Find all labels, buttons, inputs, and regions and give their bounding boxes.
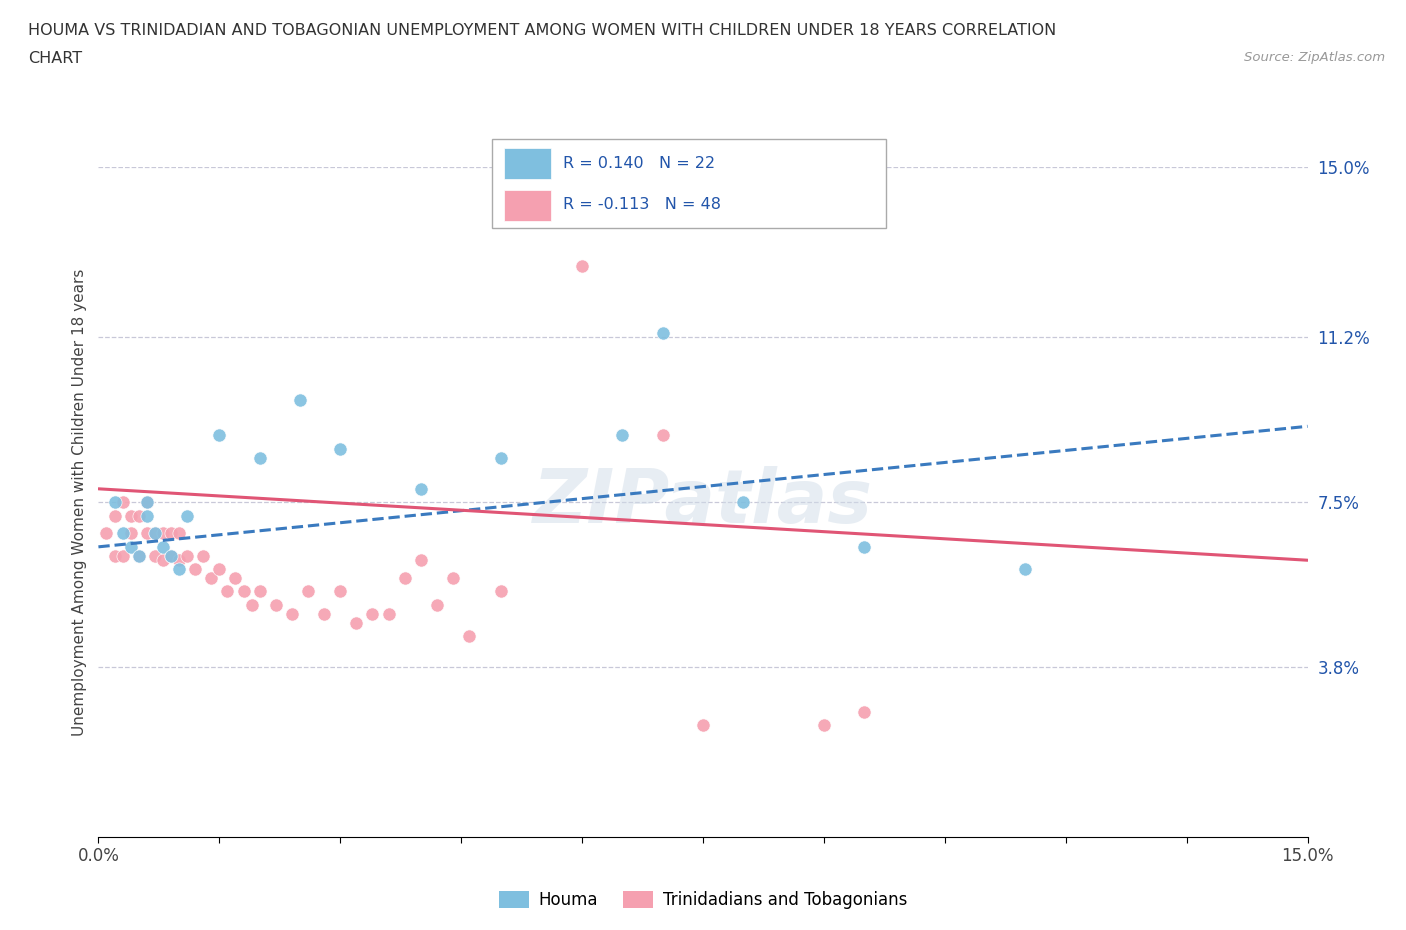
Point bbox=[853, 539, 876, 554]
Point bbox=[651, 326, 673, 340]
Legend: Houma, Trinidadians and Tobagonians: Houma, Trinidadians and Tobagonians bbox=[492, 884, 914, 916]
Point bbox=[208, 428, 231, 443]
Point bbox=[491, 584, 513, 599]
Point bbox=[120, 526, 142, 541]
Point bbox=[176, 508, 198, 523]
Point bbox=[128, 508, 150, 523]
Point bbox=[651, 428, 673, 443]
Point bbox=[111, 549, 134, 564]
Point bbox=[111, 495, 134, 510]
Point bbox=[103, 495, 125, 510]
Text: Source: ZipAtlas.com: Source: ZipAtlas.com bbox=[1244, 51, 1385, 64]
Point bbox=[167, 562, 190, 577]
Point bbox=[160, 549, 183, 564]
Point bbox=[152, 552, 174, 567]
Point bbox=[853, 705, 876, 720]
Point bbox=[692, 718, 714, 733]
Point bbox=[288, 392, 311, 407]
Point bbox=[329, 441, 352, 456]
Point bbox=[232, 584, 254, 599]
Point bbox=[103, 549, 125, 564]
Text: R = -0.113   N = 48: R = -0.113 N = 48 bbox=[562, 197, 721, 212]
Point bbox=[240, 597, 263, 612]
Point bbox=[143, 526, 166, 541]
FancyBboxPatch shape bbox=[503, 190, 551, 220]
Point bbox=[297, 584, 319, 599]
Y-axis label: Unemployment Among Women with Children Under 18 years: Unemployment Among Women with Children U… bbox=[72, 269, 87, 736]
Point bbox=[426, 597, 449, 612]
Point bbox=[733, 495, 755, 510]
Point bbox=[217, 584, 239, 599]
Point bbox=[128, 549, 150, 564]
Text: R = 0.140   N = 22: R = 0.140 N = 22 bbox=[562, 156, 716, 171]
Text: HOUMA VS TRINIDADIAN AND TOBAGONIAN UNEMPLOYMENT AMONG WOMEN WITH CHILDREN UNDER: HOUMA VS TRINIDADIAN AND TOBAGONIAN UNEM… bbox=[28, 23, 1056, 38]
Point bbox=[249, 584, 271, 599]
Point bbox=[612, 428, 634, 443]
Point bbox=[160, 526, 183, 541]
Point bbox=[152, 526, 174, 541]
Point bbox=[176, 549, 198, 564]
Point bbox=[377, 606, 399, 621]
Point bbox=[135, 508, 157, 523]
Point bbox=[184, 562, 207, 577]
Point bbox=[491, 450, 513, 465]
Point bbox=[167, 552, 190, 567]
Point bbox=[193, 549, 215, 564]
Point bbox=[143, 549, 166, 564]
Point bbox=[120, 539, 142, 554]
Point bbox=[96, 526, 118, 541]
Point bbox=[160, 549, 183, 564]
Point bbox=[111, 526, 134, 541]
Point bbox=[409, 552, 432, 567]
Point bbox=[249, 450, 271, 465]
Point bbox=[135, 526, 157, 541]
Point bbox=[120, 508, 142, 523]
Point bbox=[224, 571, 246, 586]
Point bbox=[813, 718, 835, 733]
Point bbox=[458, 629, 481, 644]
Point bbox=[264, 597, 287, 612]
Text: ZIPatlas: ZIPatlas bbox=[533, 466, 873, 538]
Point bbox=[128, 549, 150, 564]
Point bbox=[143, 526, 166, 541]
Point bbox=[314, 606, 336, 621]
Point bbox=[200, 571, 222, 586]
Point bbox=[281, 606, 304, 621]
Text: CHART: CHART bbox=[28, 51, 82, 66]
Point bbox=[103, 508, 125, 523]
Point bbox=[571, 259, 593, 273]
Point bbox=[208, 562, 231, 577]
Point bbox=[1014, 562, 1036, 577]
Point bbox=[329, 584, 352, 599]
Point bbox=[409, 482, 432, 497]
FancyBboxPatch shape bbox=[503, 149, 551, 179]
Point bbox=[344, 616, 367, 631]
Point bbox=[361, 606, 384, 621]
Point bbox=[152, 539, 174, 554]
Point bbox=[167, 526, 190, 541]
FancyBboxPatch shape bbox=[492, 140, 886, 228]
Point bbox=[135, 495, 157, 510]
Point bbox=[441, 571, 464, 586]
Point bbox=[394, 571, 416, 586]
Point bbox=[135, 495, 157, 510]
